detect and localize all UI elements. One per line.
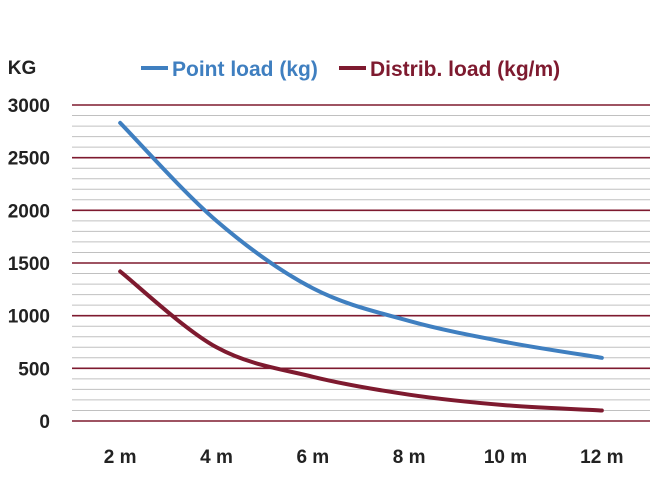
legend-label: Point load (kg) (172, 58, 318, 81)
legend-label: Distrib. load (kg/m) (370, 58, 560, 81)
y-axis-label: KG (8, 58, 37, 79)
y-tick-label: 1500 (8, 254, 50, 275)
x-tick-label: 12 m (580, 447, 623, 468)
grid-layer (72, 104, 650, 422)
axis-labels-layer: KG 0 500 1000 1500 2000 2500 3000 2 m 4 m 6 m 8 m 1… (8, 58, 624, 468)
legend: Point load (kg) Distrib. load (kg/m) (141, 58, 560, 81)
x-tick-label: 8 m (393, 447, 426, 468)
x-tick-label: 6 m (296, 447, 329, 468)
y-tick-label: 500 (18, 359, 50, 380)
y-tick-label: 2000 (8, 201, 50, 222)
series-line-point-load (118, 120, 604, 360)
x-tick-label: 4 m (200, 447, 233, 468)
series-line-distrib-load (118, 269, 604, 413)
y-tick-label: 1000 (8, 307, 50, 328)
series-layer (118, 120, 604, 413)
x-tick-label: 2 m (104, 447, 137, 468)
y-tick-label: 3000 (8, 96, 50, 117)
y-tick-label: 0 (39, 412, 50, 433)
x-tick-label: 10 m (484, 447, 527, 468)
y-tick-label: 2500 (8, 149, 50, 170)
